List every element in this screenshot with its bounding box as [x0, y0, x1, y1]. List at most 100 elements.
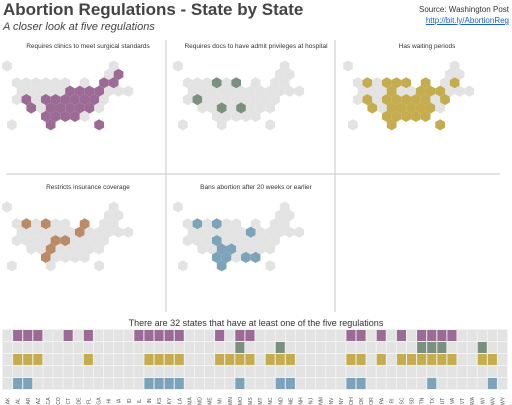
heatmap-cell [467, 330, 477, 341]
heatmap-cell [23, 378, 33, 389]
hex-ks [45, 102, 56, 114]
hex-ne [40, 235, 51, 247]
heatmap-cell [366, 378, 376, 389]
heatmap-cell [154, 330, 164, 341]
heatmap-cell [427, 366, 437, 377]
heatmap-cell [83, 378, 93, 389]
hex-md [89, 94, 100, 106]
heatmap-cell [164, 378, 174, 389]
heatmap-cell [386, 378, 396, 389]
hex-dc [265, 243, 275, 255]
hex-ak [2, 201, 12, 213]
heatmap-cell [417, 366, 427, 377]
hex-sd [45, 226, 56, 238]
hex-ga [420, 110, 431, 122]
hex-ne [211, 94, 222, 106]
heatmap-cell [437, 366, 447, 377]
heatmap-cell [73, 330, 83, 341]
heatmap-cell [104, 366, 114, 377]
heatmap-cell [23, 330, 33, 341]
heatmap-cell [417, 354, 427, 365]
heatmap-cell [144, 378, 154, 389]
heatmap-cell [13, 354, 23, 365]
heatmap-cell [427, 330, 437, 341]
hex-me [279, 201, 290, 213]
heatmap-cell [396, 378, 406, 389]
heatmap-cell [427, 354, 437, 365]
hex-la [221, 110, 232, 122]
hex-in [245, 226, 256, 238]
hex-nh [284, 209, 295, 221]
hex-al [411, 110, 421, 122]
heatmap-cell [447, 378, 457, 389]
hex-ok [211, 110, 222, 122]
panel-title: Bans abortion after 20 weeks or earlier [200, 184, 312, 191]
hex-in [415, 85, 426, 97]
hex-oh [425, 85, 436, 97]
heatmap-cell [487, 378, 497, 389]
hex-fl [94, 119, 104, 131]
hex-az [26, 102, 37, 114]
tick-label: PA [379, 397, 385, 404]
hex-va [79, 235, 90, 247]
heatmap-cell [245, 330, 255, 341]
heatmap-cell [265, 330, 275, 341]
source-link[interactable]: http://bit.ly/AbortionReg [425, 16, 509, 25]
tick-label: IN [147, 398, 153, 403]
heatmap-cell [396, 342, 406, 353]
heatmap-cell [477, 378, 487, 389]
hex-ok [381, 110, 392, 122]
heatmap-cell [43, 378, 53, 389]
heatmap-cell [124, 366, 134, 377]
hex-la [50, 110, 61, 122]
hex-ar [226, 102, 237, 114]
heatmap-cell [447, 366, 457, 377]
hex-nv [197, 226, 208, 238]
hex-tn [65, 243, 75, 255]
hex-nd [40, 218, 51, 230]
panel-title: Requires docs to have admit privileges a… [184, 43, 328, 50]
hex-nd [211, 77, 222, 89]
heatmap-cell [396, 330, 406, 341]
hex-ar [55, 102, 66, 114]
heatmap-cell [407, 366, 417, 377]
heatmap-cell [124, 330, 134, 341]
heatmap-cell [346, 342, 356, 353]
hex-ny [440, 77, 450, 89]
hex-mn [221, 218, 232, 230]
heatmap-cell [164, 342, 174, 353]
heatmap-cell [235, 366, 245, 377]
tick-label: NM [319, 397, 325, 405]
hex-ri [464, 85, 475, 97]
tick-label: RI [389, 399, 395, 404]
heatmap-cell [154, 354, 164, 365]
hex-ia [226, 226, 237, 238]
heatmap-cell [356, 342, 366, 353]
heatmap-cell [13, 330, 23, 341]
heatmap-cell [497, 330, 507, 341]
hex-co [202, 94, 212, 106]
heatmap-cell [53, 342, 63, 353]
heatmap-cell [235, 342, 245, 353]
heatmap-cell [53, 354, 63, 365]
heatmap-cell [23, 366, 33, 377]
map-panel-insurance: Restricts insurance coverage [2, 184, 134, 272]
hex-de [99, 94, 109, 106]
heatmap-cell [316, 330, 326, 341]
heatmap-cell [487, 330, 497, 341]
heatmap-cell [326, 342, 336, 353]
heatmap-cell [316, 378, 326, 389]
hex-id [21, 77, 32, 89]
tick-label: IA [117, 398, 123, 403]
hex-ak [2, 60, 12, 72]
hex-mo [50, 94, 61, 106]
heatmap-cell [346, 366, 356, 377]
tick-label: ID [127, 398, 133, 403]
hex-nh [454, 68, 465, 80]
heatmap-cell [336, 366, 346, 377]
tick-label: SD [410, 397, 416, 404]
hex-co [31, 235, 41, 247]
hex-ga [250, 110, 261, 122]
hex-ct [113, 85, 124, 97]
heatmap-cell [184, 354, 194, 365]
